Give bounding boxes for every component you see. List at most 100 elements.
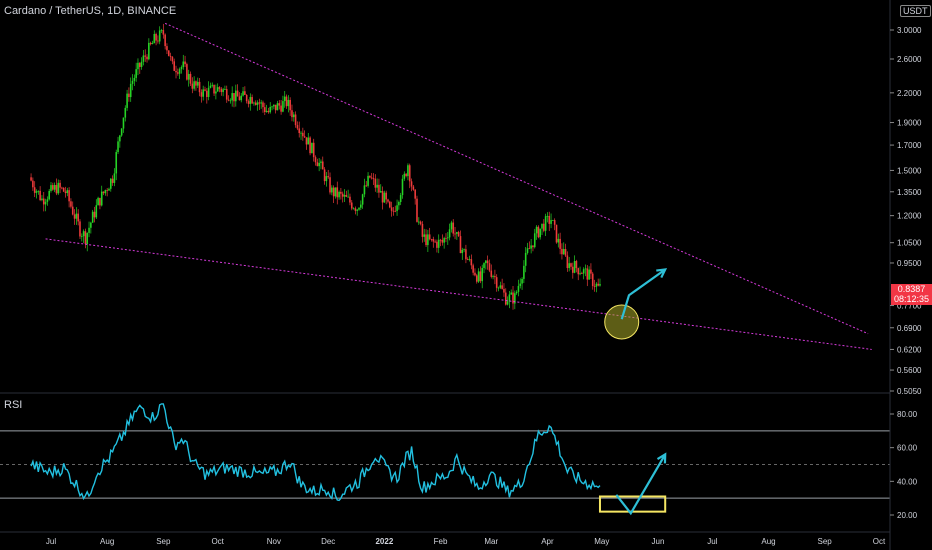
- candle-body: [216, 87, 219, 92]
- candle-body: [519, 283, 522, 286]
- candle-body: [282, 101, 284, 112]
- candle-body: [189, 73, 192, 84]
- candle-body: [180, 67, 183, 70]
- price-tick-label: 1.0500: [897, 239, 922, 248]
- candle-body: [504, 292, 507, 305]
- candle-body: [231, 93, 233, 101]
- candle-body: [530, 245, 532, 249]
- candle-body: [557, 238, 560, 243]
- candle-body: [490, 270, 493, 277]
- candle-body: [497, 287, 500, 289]
- candle-body: [244, 91, 246, 95]
- rsi-tick-label: 40.00: [897, 477, 918, 486]
- candle-body: [309, 137, 311, 154]
- time-tick-label: Dec: [321, 537, 335, 546]
- rsi-pane[interactable]: [0, 403, 890, 502]
- time-tick-label: Jun: [652, 537, 665, 546]
- candle-body: [278, 103, 281, 106]
- candle-body: [260, 102, 262, 104]
- candle-body: [564, 248, 567, 256]
- candle-body: [307, 137, 310, 145]
- candle-body: [593, 286, 596, 287]
- candle-body: [155, 33, 157, 41]
- arrow-head: [656, 268, 668, 279]
- candle-body: [352, 208, 355, 210]
- candle-body: [470, 259, 473, 266]
- last-price-label: 0.8387: [891, 284, 932, 295]
- time-tick-label: Sep: [818, 537, 833, 546]
- price-tick-label: 0.6900: [897, 324, 922, 333]
- candle-body: [553, 220, 556, 225]
- candle-body: [178, 69, 181, 74]
- candle-body: [383, 192, 386, 203]
- candle-body: [182, 61, 185, 68]
- candle-body: [274, 104, 277, 111]
- candle-body: [423, 234, 426, 237]
- candle-body: [461, 249, 464, 254]
- candle-body: [142, 55, 145, 62]
- candle-body: [408, 165, 411, 182]
- candle-body: [586, 268, 589, 280]
- candle-body: [206, 90, 208, 97]
- currency-badge[interactable]: USDT: [900, 5, 931, 17]
- price-tick-label: 2.2000: [897, 89, 922, 98]
- candle-body: [570, 263, 572, 267]
- price-pane[interactable]: [30, 22, 872, 350]
- candle-body: [79, 221, 81, 237]
- candle-body: [209, 85, 212, 88]
- candle-body: [99, 197, 101, 206]
- candle-body: [329, 177, 331, 193]
- candle-body: [398, 201, 400, 206]
- candle-body: [104, 190, 107, 194]
- candle-body: [338, 191, 340, 198]
- candle-body: [106, 190, 108, 191]
- candle-body: [434, 241, 436, 243]
- candle-body: [396, 205, 398, 212]
- candle-body: [385, 192, 387, 200]
- candle-body: [474, 272, 476, 276]
- candle-body: [289, 99, 291, 111]
- candle-body: [137, 62, 139, 70]
- candle-body: [417, 221, 420, 223]
- candle-body: [468, 259, 471, 261]
- time-tick-label: Mar: [484, 537, 498, 546]
- price-tick-label: 0.6200: [897, 345, 922, 354]
- candle-body: [153, 33, 156, 44]
- candle-body: [135, 69, 137, 78]
- candle-body: [91, 211, 94, 223]
- candle-body: [372, 178, 375, 179]
- candle-body: [169, 55, 172, 57]
- time-tick-label: Jul: [707, 537, 717, 546]
- candle-body: [321, 161, 324, 170]
- candle-body: [44, 201, 47, 205]
- trendline: [45, 238, 872, 350]
- candle-body: [62, 187, 65, 192]
- candle-body: [407, 165, 409, 177]
- candle-body: [528, 248, 531, 250]
- trendline: [164, 22, 869, 335]
- candle-body: [582, 269, 585, 274]
- candle-body: [425, 234, 427, 246]
- price-tick-label: 0.7700: [897, 302, 922, 311]
- candle-body: [39, 190, 41, 201]
- candle-body: [481, 268, 484, 282]
- candle-body: [211, 84, 214, 86]
- candle-body: [456, 232, 458, 234]
- price-tick-label: 1.9000: [897, 119, 922, 128]
- price-tick-label: 1.2000: [897, 212, 922, 221]
- candle-body: [488, 263, 491, 271]
- candle-body: [334, 187, 337, 197]
- candle-body: [559, 238, 561, 249]
- candle-body: [215, 91, 217, 94]
- candle-body: [508, 294, 511, 302]
- candle-body: [236, 90, 239, 97]
- candle-body: [591, 273, 594, 287]
- candle-body: [41, 198, 43, 201]
- candle-body: [285, 96, 288, 107]
- candle-body: [177, 72, 179, 74]
- candle-body: [102, 191, 105, 194]
- candle-body: [73, 214, 76, 219]
- candle-body: [242, 91, 244, 96]
